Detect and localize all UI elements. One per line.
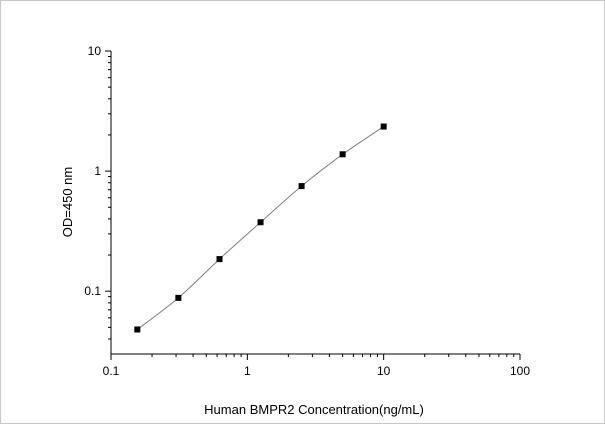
y-tick-label: 0.1 [84, 284, 101, 298]
x-tick-label: 10 [377, 364, 391, 378]
x-tick-label: 1 [244, 364, 251, 378]
axes-group: 0.1 1 10 100 0.1 1 10 [84, 44, 530, 378]
y-tick-label: 1 [94, 164, 101, 178]
data-point [339, 151, 346, 158]
x-tick-label: 100 [510, 364, 530, 378]
fit-curve [137, 126, 384, 330]
data-point [175, 294, 182, 301]
data-point [380, 123, 387, 130]
points-group [134, 123, 387, 333]
x-tick-label: 0.1 [103, 364, 120, 378]
curve-group [137, 126, 384, 330]
data-point [134, 326, 141, 333]
y-tick-label: 10 [88, 44, 102, 58]
data-point [257, 219, 264, 226]
y-axis-title: OD=450 nm [60, 167, 75, 237]
data-point [216, 256, 223, 263]
x-axis-title: Human BMPR2 Concentration(ng/mL) [204, 402, 424, 417]
data-point [298, 183, 305, 190]
